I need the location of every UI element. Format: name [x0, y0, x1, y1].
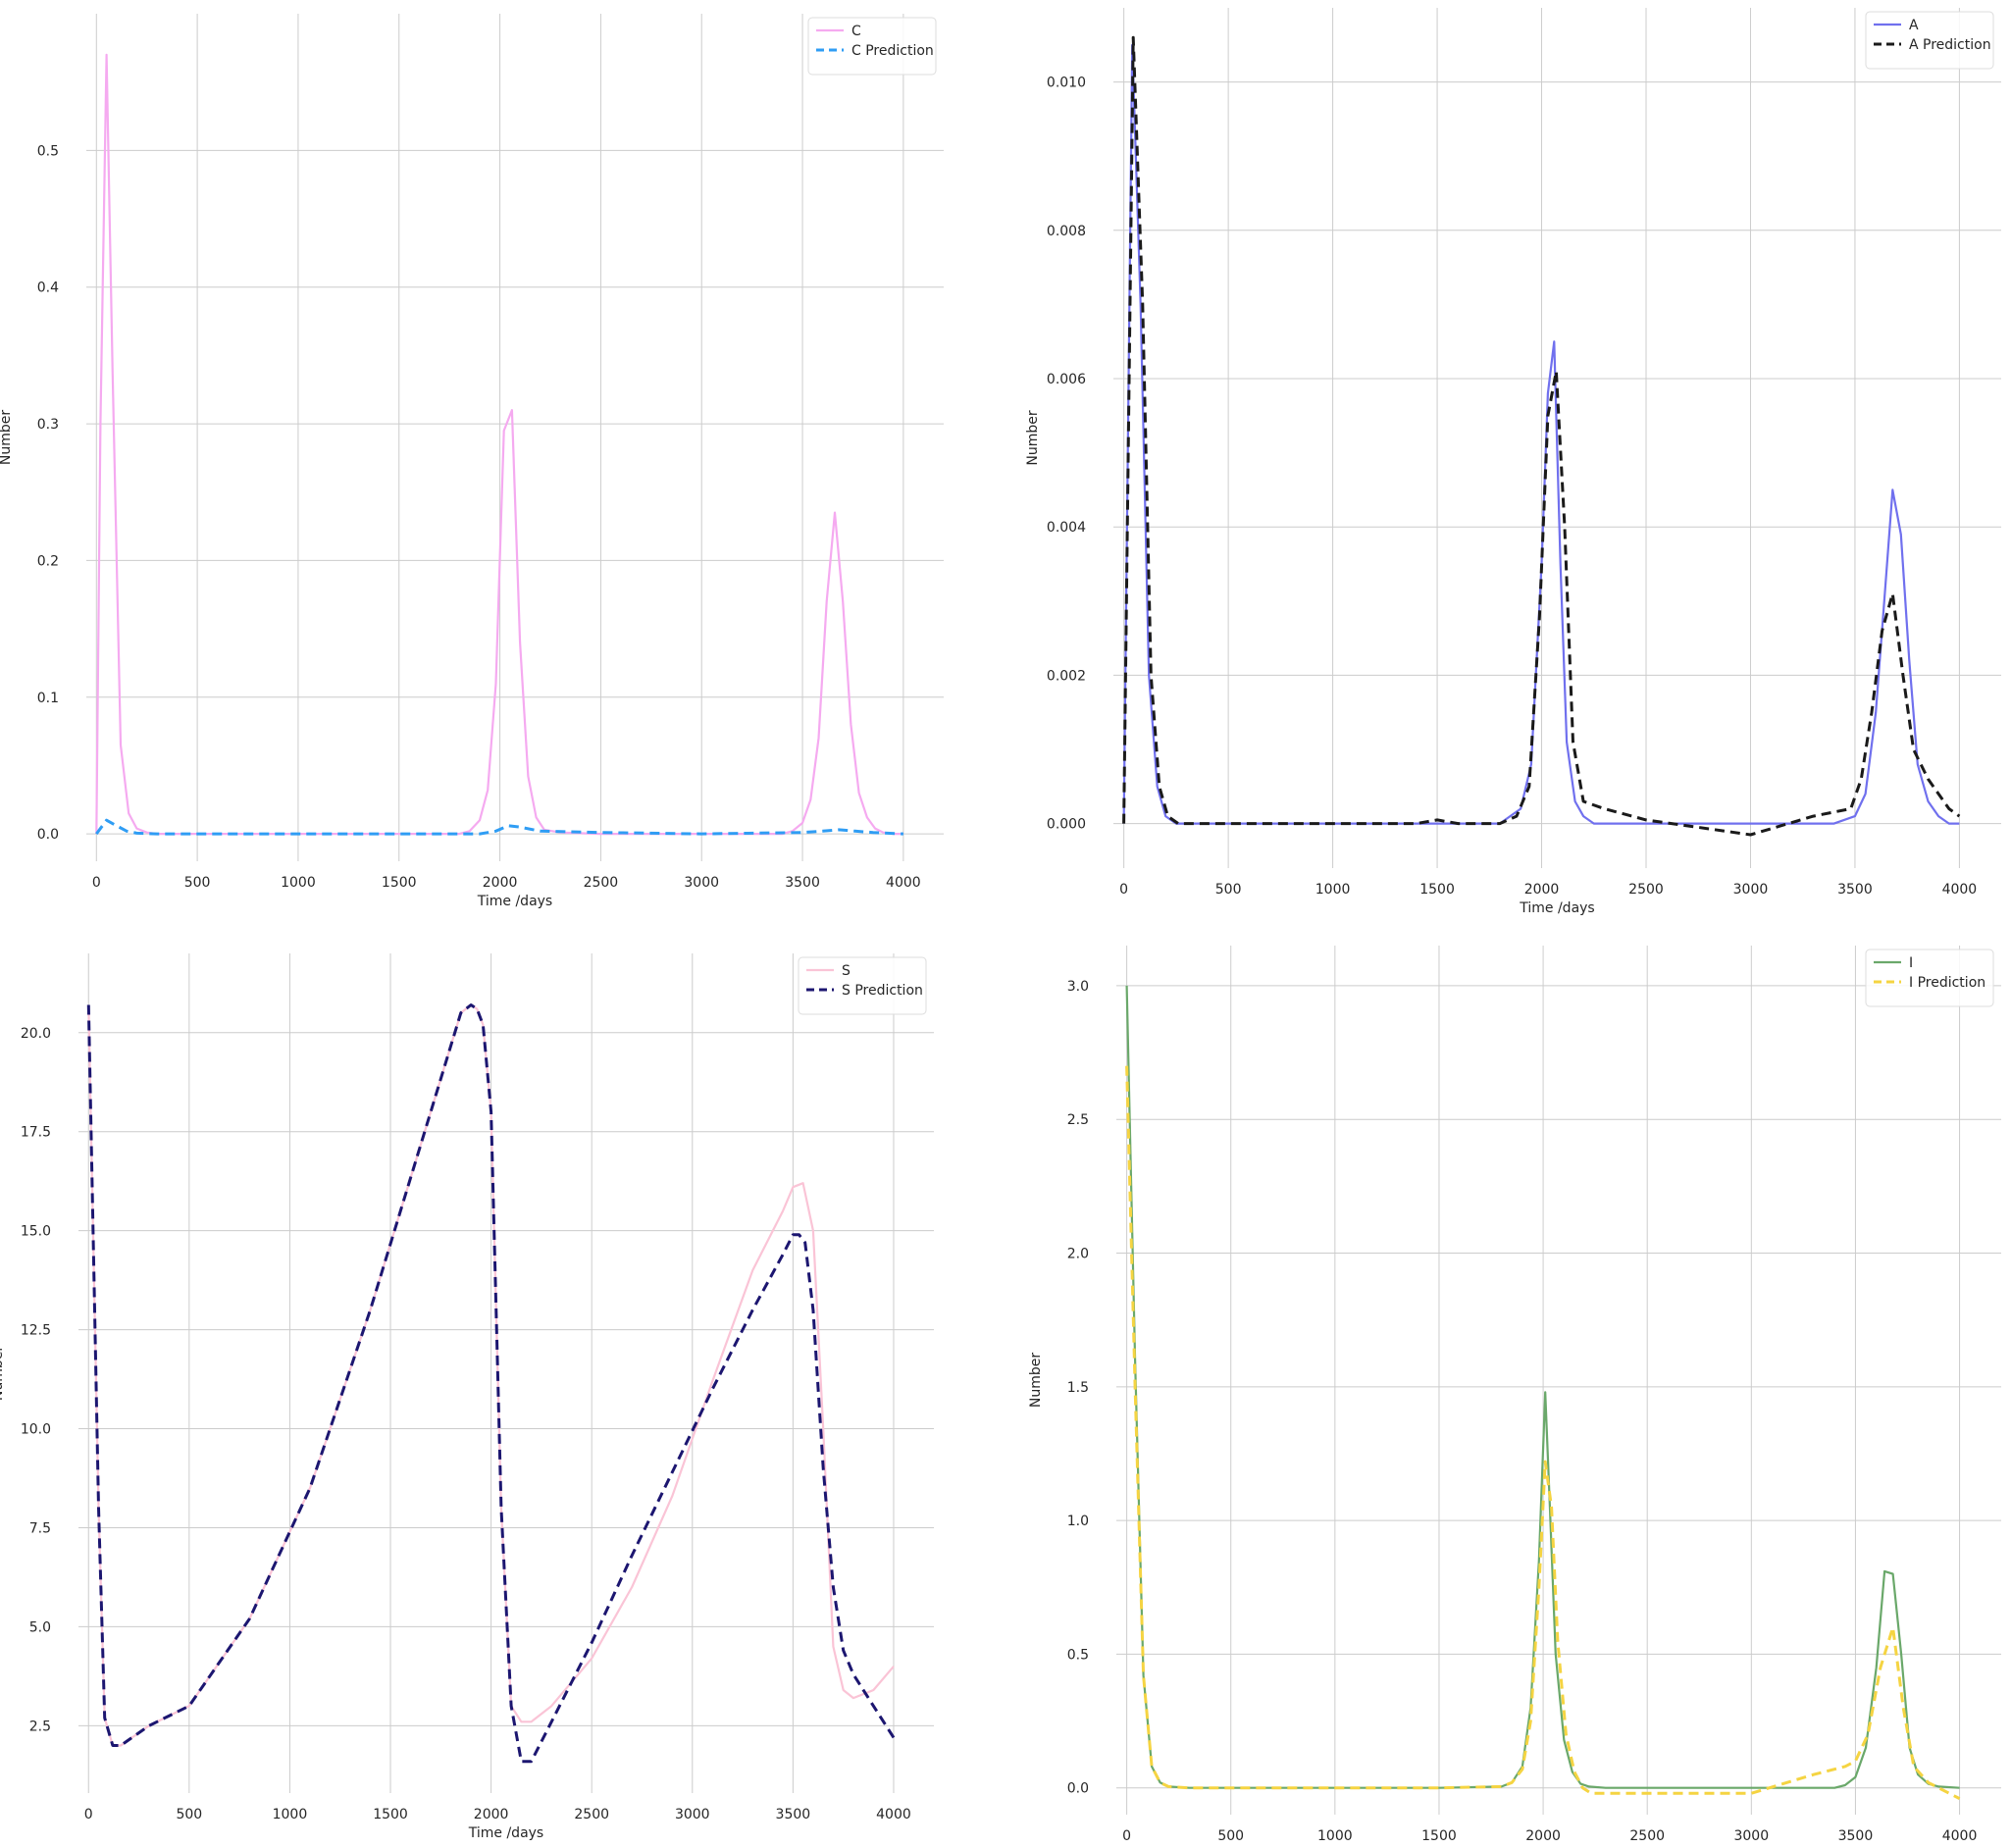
legend-label: C: [851, 24, 861, 39]
x-tick-label: 3500: [776, 1807, 811, 1822]
x-tick-label: 2500: [1629, 1828, 1665, 1844]
x-tick-label: 2500: [574, 1807, 609, 1822]
x-tick-label: 0: [1122, 1828, 1131, 1844]
x-tick-label: 2000: [474, 1807, 509, 1822]
x-tick-label: 3000: [1733, 882, 1769, 898]
y-tick-label: 0.000: [1047, 817, 1086, 833]
legend-label: A Prediction: [1909, 37, 1991, 53]
x-tick-label: 3500: [1838, 1828, 1874, 1844]
legend-label: C Prediction: [851, 43, 934, 59]
y-tick-label: 0.004: [1047, 520, 1086, 536]
series-line-a-prediction: [1122, 35, 1961, 837]
y-axis-label: Number: [0, 410, 14, 465]
x-tick-label: 1000: [1315, 882, 1351, 898]
y-tick-label: 2.0: [1067, 1247, 1089, 1262]
series-line-s-prediction: [86, 1003, 896, 1764]
y-tick-label: 0.1: [37, 691, 59, 706]
y-tick-label: 1.5: [1067, 1380, 1089, 1396]
x-tick-label: 0: [84, 1807, 93, 1822]
y-tick-label: 0.010: [1047, 76, 1086, 91]
x-tick-label: 1000: [281, 875, 316, 891]
x-tick-label: 2500: [584, 875, 619, 891]
series-line-c-prediction: [95, 818, 903, 836]
x-tick-label: 3000: [675, 1807, 710, 1822]
legend-box: [1865, 949, 1994, 1007]
x-tick-label: 1500: [1421, 1828, 1457, 1844]
y-tick-label: 1.0: [1067, 1514, 1089, 1529]
x-tick-label: 500: [176, 1807, 202, 1822]
y-tick-label: 0.002: [1047, 668, 1086, 684]
series-line-i-prediction: [1125, 1065, 1961, 1800]
legend-label: I: [1909, 955, 1913, 971]
y-tick-label: 3.0: [1067, 979, 1089, 995]
x-tick-label: 0: [92, 875, 101, 891]
legend-label: S: [842, 963, 851, 979]
y-tick-label: 12.5: [21, 1323, 51, 1339]
y-axis-label: Number: [1025, 410, 1041, 465]
y-tick-label: 5.0: [29, 1619, 51, 1635]
y-tick-label: 0.008: [1047, 224, 1086, 239]
x-tick-label: 1000: [1317, 1828, 1353, 1844]
y-tick-label: 0.3: [37, 417, 59, 433]
x-tick-label: 2000: [1524, 882, 1560, 898]
x-axis-label: Time /days: [477, 894, 552, 909]
legend-label: S Prediction: [842, 983, 923, 999]
x-tick-label: 4000: [886, 875, 921, 891]
y-tick-label: 2.5: [29, 1719, 51, 1734]
x-tick-label: 2000: [483, 875, 518, 891]
x-axis-label: Time /days: [468, 1825, 543, 1841]
x-tick-label: 500: [184, 875, 211, 891]
y-tick-label: 10.0: [21, 1422, 51, 1438]
series-line-c: [95, 53, 903, 836]
y-tick-label: 0.2: [37, 553, 59, 569]
x-tick-label: 3000: [1733, 1828, 1769, 1844]
y-tick-label: 0.5: [37, 143, 59, 159]
legend-box: [798, 956, 927, 1015]
y-tick-label: 0.006: [1047, 372, 1086, 387]
y-tick-label: 0.0: [37, 827, 59, 843]
x-tick-label: 3000: [684, 875, 719, 891]
y-tick-label: 0.5: [1067, 1647, 1089, 1663]
y-tick-label: 20.0: [21, 1026, 51, 1042]
x-tick-label: 4000: [1942, 882, 1978, 898]
x-tick-label: 1500: [373, 1807, 408, 1822]
y-tick-label: 15.0: [21, 1224, 51, 1240]
y-tick-label: 17.5: [21, 1125, 51, 1141]
x-tick-label: 1500: [1419, 882, 1455, 898]
x-tick-label: 500: [1217, 1828, 1244, 1844]
legend-box: [1865, 11, 1994, 70]
legend-box: [807, 17, 937, 76]
y-tick-label: 7.5: [29, 1520, 51, 1536]
x-tick-label: 2500: [1628, 882, 1664, 898]
legend-label: A: [1909, 18, 1919, 33]
x-tick-label: 0: [1119, 882, 1128, 898]
x-tick-label: 1500: [382, 875, 417, 891]
x-tick-label: 2000: [1525, 1828, 1561, 1844]
y-tick-label: 0.4: [37, 281, 59, 296]
legend-label: I Prediction: [1909, 975, 1985, 991]
y-axis-label: Number: [0, 1346, 6, 1401]
x-tick-label: 1000: [273, 1807, 308, 1822]
x-tick-label: 3500: [1837, 882, 1873, 898]
x-tick-label: 500: [1215, 882, 1242, 898]
y-tick-label: 0.0: [1067, 1781, 1089, 1797]
x-axis-label: Time /days: [1519, 900, 1594, 916]
x-tick-label: 4000: [1942, 1828, 1978, 1844]
y-axis-label: Number: [1028, 1353, 1044, 1408]
x-tick-label: 3500: [785, 875, 820, 891]
x-tick-label: 4000: [876, 1807, 911, 1822]
y-tick-label: 2.5: [1067, 1112, 1089, 1128]
